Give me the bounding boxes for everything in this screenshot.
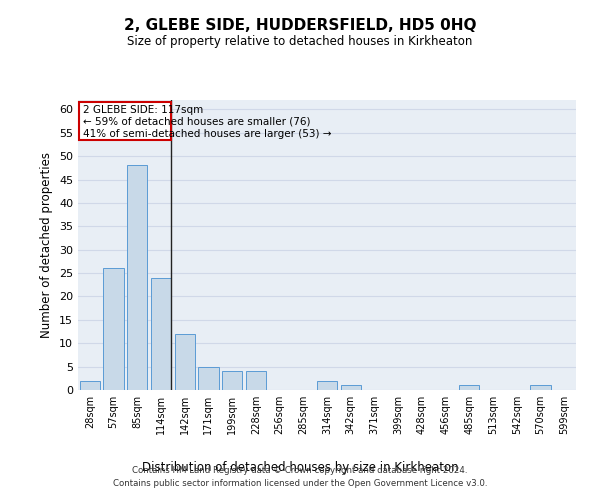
Text: 41% of semi-detached houses are larger (53) →: 41% of semi-detached houses are larger (… — [83, 128, 331, 138]
Bar — [459, 386, 479, 390]
Text: ← 59% of detached houses are smaller (76): ← 59% of detached houses are smaller (76… — [83, 116, 310, 126]
FancyBboxPatch shape — [79, 102, 171, 140]
Bar — [103, 268, 124, 390]
Text: Contains HM Land Registry data © Crown copyright and database right 2024.
Contai: Contains HM Land Registry data © Crown c… — [113, 466, 487, 487]
Bar — [151, 278, 171, 390]
Bar — [127, 166, 148, 390]
Bar — [530, 386, 551, 390]
Text: Size of property relative to detached houses in Kirkheaton: Size of property relative to detached ho… — [127, 35, 473, 48]
Bar — [317, 380, 337, 390]
Text: 2, GLEBE SIDE, HUDDERSFIELD, HD5 0HQ: 2, GLEBE SIDE, HUDDERSFIELD, HD5 0HQ — [124, 18, 476, 32]
Bar — [246, 372, 266, 390]
Bar — [341, 386, 361, 390]
Bar — [175, 334, 195, 390]
Text: 2 GLEBE SIDE: 117sqm: 2 GLEBE SIDE: 117sqm — [83, 104, 203, 115]
Bar — [199, 366, 218, 390]
Text: Distribution of detached houses by size in Kirkheaton: Distribution of detached houses by size … — [142, 461, 458, 474]
Bar — [222, 372, 242, 390]
Y-axis label: Number of detached properties: Number of detached properties — [40, 152, 53, 338]
Bar — [80, 380, 100, 390]
